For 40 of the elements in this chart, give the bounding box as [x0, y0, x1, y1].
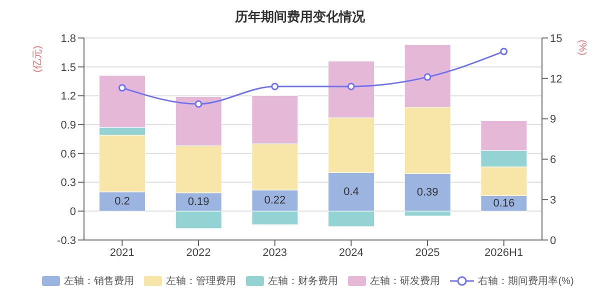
x-tick-label: 2023: [262, 246, 288, 259]
y-tick-label: 0: [70, 206, 76, 218]
data-label: 0.2: [114, 196, 130, 208]
point: [500, 48, 508, 56]
y-tick-label: 1.2: [60, 90, 76, 103]
legend-label: 左轴：研发费用: [370, 274, 440, 288]
y-tick-label: 0.3: [60, 177, 76, 190]
y2-tick-label: 0: [550, 234, 556, 247]
data-label: 0.19: [188, 196, 210, 208]
data-label: 0.4: [344, 186, 359, 198]
legend-label: 右轴：期间费用率(%): [478, 274, 574, 288]
point: [347, 82, 355, 90]
point: [118, 84, 126, 92]
point: [194, 100, 202, 108]
y2-tick-label: 12: [550, 73, 562, 86]
chart-title: 历年期间费用变化情况: [234, 8, 366, 26]
y-tick-label: 1.5: [60, 62, 76, 74]
y-axis-title: (亿元): [31, 46, 44, 72]
point: [271, 82, 279, 90]
legend-label: 左轴：销售费用: [64, 274, 134, 288]
x-tick-label: 2025: [415, 246, 440, 259]
y2-tick-label: 15: [550, 32, 562, 45]
x-tick-label: 2021: [110, 246, 134, 259]
y2-tick-label: 9: [550, 114, 556, 126]
point: [424, 73, 432, 81]
y-tick-label: 0.6: [60, 148, 76, 160]
x-tick-label: 2024: [338, 246, 364, 259]
x-tick-label: 2022: [186, 246, 211, 259]
y-tick-label: 0.9: [60, 119, 76, 132]
legend-label: 左轴：财务费用: [268, 274, 338, 288]
y-tick-label: -0.3: [57, 234, 76, 247]
y2-axis-title: (%): [576, 40, 588, 56]
data-label: 0.22: [264, 194, 286, 207]
y2-tick-label: 6: [550, 154, 556, 166]
legend-label: 左轴：管理费用: [166, 274, 236, 288]
x-tick-label: 2026H1: [484, 246, 524, 259]
data-label: 0.16: [493, 197, 515, 210]
y2-tick-label: 3: [550, 194, 556, 207]
data-label: 0.39: [416, 186, 438, 198]
y-tick-label: 1.8: [60, 32, 76, 45]
